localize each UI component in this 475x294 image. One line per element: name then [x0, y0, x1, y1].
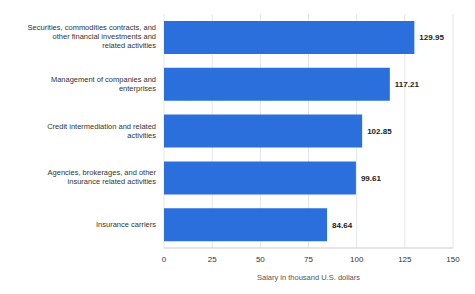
- svg-text:0: 0: [162, 255, 167, 264]
- svg-text:117.21: 117.21: [395, 80, 420, 89]
- svg-text:Credit intermediation and rela: Credit intermediation and relatedactivit…: [47, 121, 156, 139]
- svg-text:150: 150: [446, 255, 460, 264]
- svg-text:Agencies, brokerages, and othe: Agencies, brokerages, and otherinsurance…: [48, 168, 157, 186]
- svg-text:129.95: 129.95: [419, 33, 444, 42]
- svg-text:100: 100: [350, 255, 364, 264]
- svg-text:75: 75: [304, 255, 313, 264]
- svg-text:99.61: 99.61: [361, 174, 382, 183]
- svg-text:102.85: 102.85: [367, 127, 392, 136]
- svg-text:Insurance carriers: Insurance carriers: [96, 220, 156, 229]
- svg-text:Management of companies andent: Management of companies andenterprises: [51, 75, 156, 93]
- svg-text:25: 25: [208, 255, 217, 264]
- svg-text:Securities, commodities contra: Securities, commodities contracts, andot…: [28, 23, 157, 50]
- svg-text:50: 50: [256, 255, 265, 264]
- svg-text:125: 125: [398, 255, 412, 264]
- svg-text:84.64: 84.64: [332, 221, 353, 230]
- svg-text:Salary in thousand U.S. dollar: Salary in thousand U.S. dollars: [257, 273, 360, 282]
